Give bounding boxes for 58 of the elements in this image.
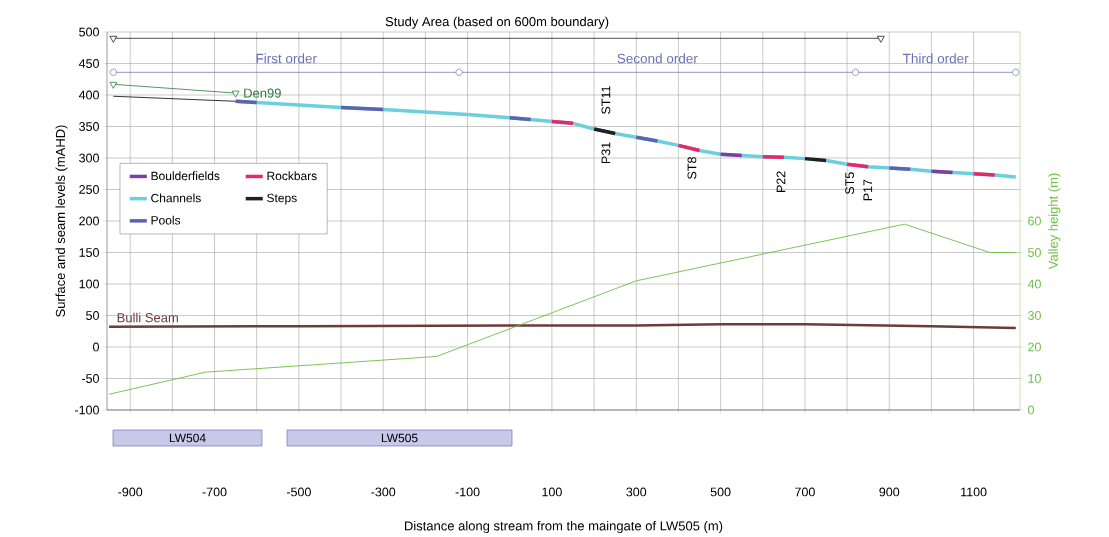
annotation: P17 [863, 179, 873, 201]
x-tick-label: -100 [455, 487, 480, 497]
y2-tick-label: 10 [1028, 374, 1041, 383]
annotation: P22 [776, 171, 786, 193]
legend-label: Steps [267, 193, 297, 205]
series-label: Bulli Seam [117, 312, 178, 323]
point [109, 68, 117, 76]
x-tick-label: 700 [795, 487, 815, 497]
annotation: Third order [902, 53, 969, 64]
x-tick-label: -500 [286, 487, 311, 497]
y-tick-label: 500 [79, 27, 99, 37]
y-tick-label: 200 [79, 216, 99, 226]
y-axis-title: Surface and seam levels (mAHD) [55, 125, 68, 317]
x-tick-label: 1100 [961, 487, 987, 497]
line-series [108, 223, 1017, 395]
legend-label: Boulderfields [151, 171, 220, 181]
x-tick-label: -700 [202, 487, 227, 497]
x-tick-label: 300 [626, 487, 647, 497]
y2-tick-label: 40 [1027, 279, 1041, 289]
annotation: P31 [601, 142, 611, 164]
y2-tick-label: 30 [1028, 311, 1041, 320]
y2-tick-label: 0 [1028, 405, 1034, 415]
y-tick-label: -100 [75, 405, 99, 415]
point [851, 68, 860, 76]
legend-label: Channels [151, 193, 201, 203]
x-axis-title: Distance along stream from the maingate of LW505 (m) [405, 520, 723, 534]
y-tick-label: 400 [78, 90, 99, 100]
annotation: First order [256, 53, 317, 64]
y-tick-label: 150 [79, 248, 99, 257]
y-tick-label: 250 [79, 185, 99, 194]
annotation: Second order [617, 53, 698, 64]
y-tick-label: 50 [86, 311, 99, 320]
y-tick-label: 100 [79, 279, 99, 289]
legend-label: Pools [151, 215, 181, 225]
y-tick-label: 300 [79, 153, 99, 163]
x-tick-label: 500 [710, 487, 731, 497]
legend-label: Rockbars [267, 171, 317, 181]
y-tick-label: 350 [79, 122, 99, 131]
y2-tick-label: 50 [1028, 248, 1041, 257]
y2-tick-label: 60 [1028, 216, 1041, 226]
y-tick-label: 450 [78, 59, 99, 68]
y-tick-label: -50 [81, 374, 99, 383]
point [455, 68, 463, 76]
y2-axis-title: Valley height (m) [1048, 173, 1061, 270]
annotation: ST8 [687, 157, 697, 179]
point [1012, 68, 1020, 76]
x-tick-label: 900 [879, 487, 900, 497]
text: LW505 [381, 433, 418, 443]
y-tick-label: 0 [93, 342, 99, 352]
x-tick-label: -900 [118, 487, 143, 497]
text: LW504 [169, 433, 206, 443]
y2-tick-label: 20 [1028, 342, 1041, 352]
x-tick-label: 100 [542, 487, 562, 497]
annotation: ST11 [601, 86, 611, 114]
series-label: Den99 [244, 88, 281, 98]
text: Study Area (based on 600m boundary) [385, 16, 609, 29]
annotation: ST5 [845, 172, 855, 195]
x-tick-label: -300 [371, 487, 396, 497]
